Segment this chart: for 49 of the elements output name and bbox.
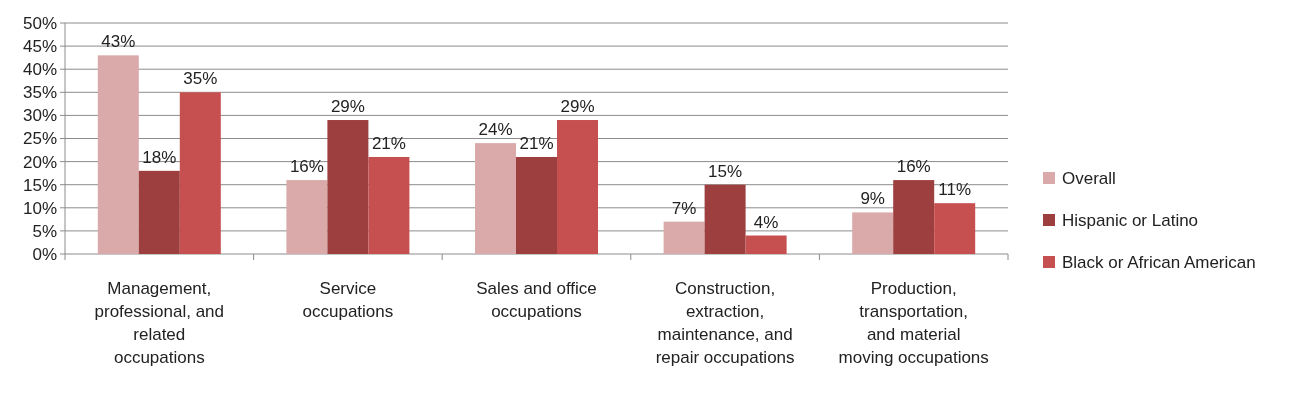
data-label: 35% [183, 69, 218, 89]
bar [368, 156, 410, 254]
x-tick-label: Construction, extraction, maintenance, and repair occupations [655, 279, 795, 367]
data-label: 21% [371, 133, 406, 153]
bar [893, 180, 935, 254]
data-label: 21% [519, 133, 554, 153]
data-label: 16% [896, 157, 931, 177]
legend-label: Hispanic or Latino [1062, 210, 1199, 230]
data-label: 29% [330, 97, 365, 117]
y-tick-label: 35% [22, 83, 57, 103]
y-tick-label: 20% [22, 152, 57, 172]
x-tick-label: Production, transportation, and material moving occupations [838, 279, 989, 367]
x-tick-label: Sales and office occupations [476, 279, 597, 321]
data-label: 7% [671, 198, 697, 218]
x-tick-label: Service occupations [302, 279, 394, 321]
bar [138, 170, 180, 254]
bar [327, 120, 369, 254]
bar [557, 120, 598, 254]
bar [852, 212, 894, 254]
y-tick-label: 50% [22, 13, 57, 33]
data-label: 4% [753, 212, 779, 232]
data-label: 11% [938, 180, 972, 200]
legend-label: Black or African American [1062, 252, 1256, 272]
data-label: 15% [708, 161, 743, 181]
bar [516, 156, 557, 254]
data-label: 43% [101, 32, 136, 52]
x-tick-label: Management, professional, and related occupations [94, 279, 225, 367]
y-tick-label: 15% [22, 175, 57, 195]
bar [97, 55, 139, 254]
bar [745, 235, 787, 254]
y-tick-label: 45% [22, 37, 57, 57]
bar [704, 184, 746, 254]
data-label: 29% [560, 97, 595, 117]
y-tick-label: 30% [22, 106, 57, 126]
data-label: 18% [142, 147, 177, 167]
y-tick-label: 40% [22, 60, 57, 80]
bar [934, 203, 976, 254]
y-tick-label: 5% [32, 221, 57, 241]
y-tick-label: 10% [22, 198, 57, 218]
bar [663, 221, 705, 254]
data-label: 24% [478, 120, 513, 140]
data-label: 9% [860, 189, 885, 209]
bar [286, 180, 328, 254]
legend-label: Overall [1062, 168, 1116, 188]
bar [179, 92, 221, 254]
data-label: 16% [289, 157, 324, 177]
y-tick-label: 25% [22, 129, 57, 149]
bar [475, 143, 516, 254]
y-tick-label: 0% [32, 244, 57, 264]
